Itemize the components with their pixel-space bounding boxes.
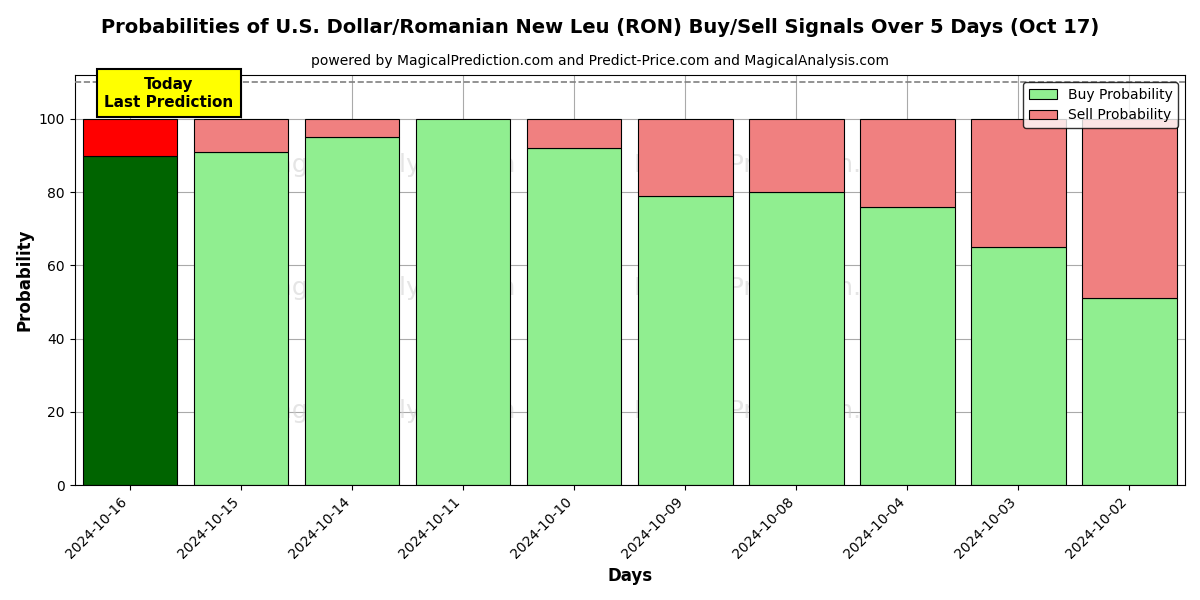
Text: MagicalAnalysis.com: MagicalAnalysis.com — [256, 276, 516, 300]
Bar — [194, 152, 288, 485]
Bar — [1082, 119, 1177, 298]
Bar — [527, 148, 622, 485]
Bar — [638, 119, 732, 196]
Bar — [416, 119, 510, 485]
Bar — [83, 119, 178, 155]
Bar — [527, 119, 622, 148]
Text: Today
Last Prediction: Today Last Prediction — [104, 77, 234, 110]
Bar — [971, 119, 1066, 247]
Y-axis label: Probability: Probability — [16, 229, 34, 331]
Bar — [305, 137, 400, 485]
Bar — [860, 119, 955, 207]
Text: powered by MagicalPrediction.com and Predict-Price.com and MagicalAnalysis.com: powered by MagicalPrediction.com and Pre… — [311, 54, 889, 68]
Text: MagicalPrediction.com: MagicalPrediction.com — [634, 400, 914, 424]
Bar — [749, 192, 844, 485]
Bar — [1082, 298, 1177, 485]
Bar — [860, 207, 955, 485]
Bar — [305, 119, 400, 137]
Bar — [194, 119, 288, 152]
Text: Probabilities of U.S. Dollar/Romanian New Leu (RON) Buy/Sell Signals Over 5 Days: Probabilities of U.S. Dollar/Romanian Ne… — [101, 18, 1099, 37]
Bar — [749, 119, 844, 192]
Text: MagicalPrediction.com: MagicalPrediction.com — [634, 153, 914, 177]
Text: MagicalAnalysis.com: MagicalAnalysis.com — [256, 400, 516, 424]
Text: MagicalAnalysis.com: MagicalAnalysis.com — [256, 153, 516, 177]
Bar — [83, 155, 178, 485]
Bar — [638, 196, 732, 485]
Bar — [971, 247, 1066, 485]
Legend: Buy Probability, Sell Probability: Buy Probability, Sell Probability — [1024, 82, 1178, 128]
X-axis label: Days: Days — [607, 567, 653, 585]
Text: MagicalPrediction.com: MagicalPrediction.com — [634, 276, 914, 300]
